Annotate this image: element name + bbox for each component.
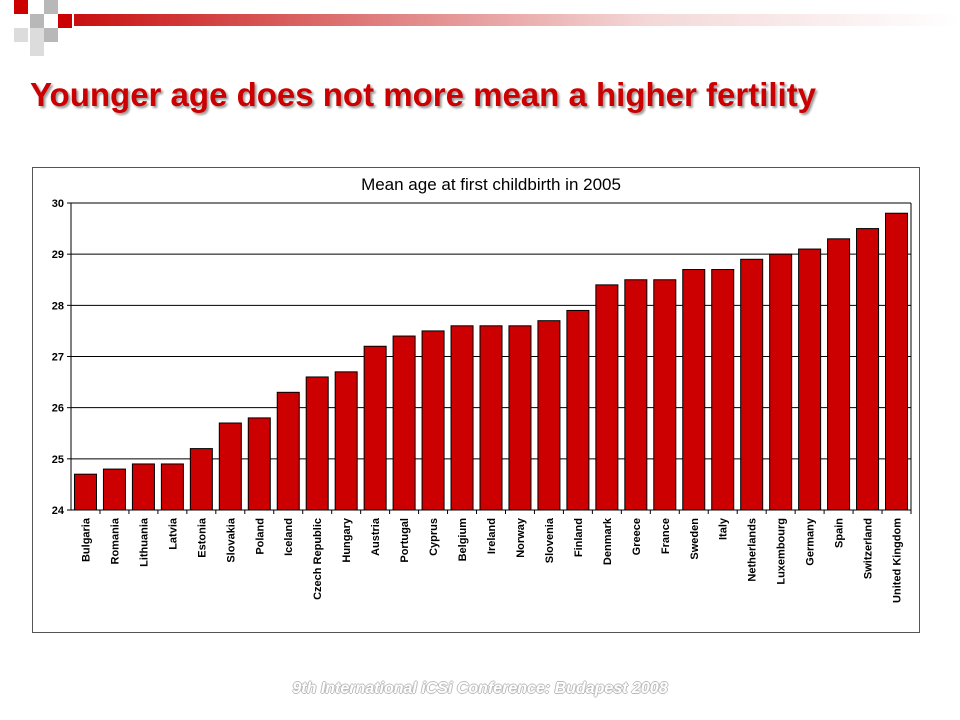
header-square	[14, 28, 28, 42]
page-title: Younger age does not more mean a higher …	[30, 76, 817, 113]
x-tick-label: Denmark	[602, 517, 614, 565]
y-tick-label: 28	[52, 300, 64, 312]
y-tick-label: 24	[52, 505, 65, 517]
bar	[624, 279, 648, 511]
x-tick-label: Luxembourg	[776, 518, 788, 585]
x-tick-label: Belgium	[457, 518, 469, 562]
x-tick-label: Slovenia	[544, 517, 556, 563]
x-tick-label: Austria	[370, 517, 382, 556]
y-tick-label: 25	[52, 454, 64, 466]
x-tick-label: Iceland	[283, 518, 295, 556]
x-tick-label: Slovakia	[225, 517, 237, 563]
x-tick-label: Estonia	[196, 517, 208, 558]
bar	[305, 376, 329, 511]
bar	[479, 325, 503, 511]
bar	[595, 284, 619, 511]
bar	[334, 371, 358, 511]
x-tick-label: Switzerland	[863, 518, 875, 579]
chart-frame: Mean age at first childbirth in 2005 24 25…	[32, 167, 920, 633]
footer-text: 9th International iCSi Conference: Budap…	[292, 680, 668, 697]
bar	[827, 238, 851, 511]
x-tick-label: Sweden	[689, 518, 701, 560]
bar	[740, 258, 764, 511]
x-tick-label: Hungary	[341, 517, 353, 563]
bar	[131, 463, 155, 511]
bar	[450, 325, 474, 511]
x-tick-label: Czech Republic	[312, 518, 324, 600]
bar	[160, 463, 184, 511]
x-tick-label: Latvia	[167, 517, 179, 550]
y-tick-label: 27	[52, 352, 64, 364]
x-tick-label: Lithuania	[138, 517, 150, 567]
y-tick-label: 29	[52, 249, 64, 261]
bar	[363, 345, 387, 511]
x-tick-label: Cyprus	[428, 518, 440, 556]
bar	[798, 248, 822, 511]
chart-title: Mean age at first childbirth in 2005	[361, 175, 621, 194]
bar	[392, 335, 416, 511]
x-tick-label: Norway	[515, 517, 527, 558]
x-tick-label: Finland	[573, 518, 585, 557]
bar	[189, 448, 213, 511]
x-tick-label: Poland	[254, 518, 266, 555]
bar	[653, 279, 677, 511]
bar	[566, 309, 590, 511]
header-square	[14, 0, 28, 14]
bar	[769, 253, 793, 511]
x-tick-label: Bulgaria	[80, 517, 92, 562]
bar	[856, 228, 880, 511]
x-tick-label: Spain	[834, 518, 846, 548]
header-square	[30, 28, 44, 42]
bar	[276, 391, 300, 511]
x-tick-label: Ireland	[486, 518, 498, 554]
bar	[247, 417, 271, 511]
header-gradient-bar	[74, 14, 960, 26]
x-tick-label: Portugal	[399, 518, 411, 563]
x-tick-label: Italy	[718, 517, 730, 540]
bar	[73, 473, 97, 511]
header-square	[30, 42, 44, 56]
header-square	[44, 28, 58, 42]
bar	[711, 269, 735, 511]
bar	[508, 325, 532, 511]
header-square	[30, 14, 44, 28]
bar	[421, 330, 445, 511]
bar	[682, 269, 706, 511]
bar	[885, 212, 909, 511]
x-tick-label: France	[660, 518, 672, 554]
bar	[218, 422, 242, 511]
bar-chart: Mean age at first childbirth in 2005 24 25…	[52, 175, 912, 603]
bar	[102, 468, 126, 511]
x-tick-label: Greece	[631, 518, 643, 555]
header-square	[58, 14, 72, 28]
x-tick-label: Netherlands	[747, 518, 759, 582]
x-tick-label: Romania	[109, 517, 121, 564]
x-tick-label: Germany	[805, 517, 817, 566]
x-tick-label: United Kingdom	[892, 518, 904, 603]
y-tick-label: 26	[52, 403, 64, 415]
y-tick-label: 30	[52, 198, 64, 210]
bar	[537, 320, 561, 511]
header-square	[44, 0, 58, 14]
